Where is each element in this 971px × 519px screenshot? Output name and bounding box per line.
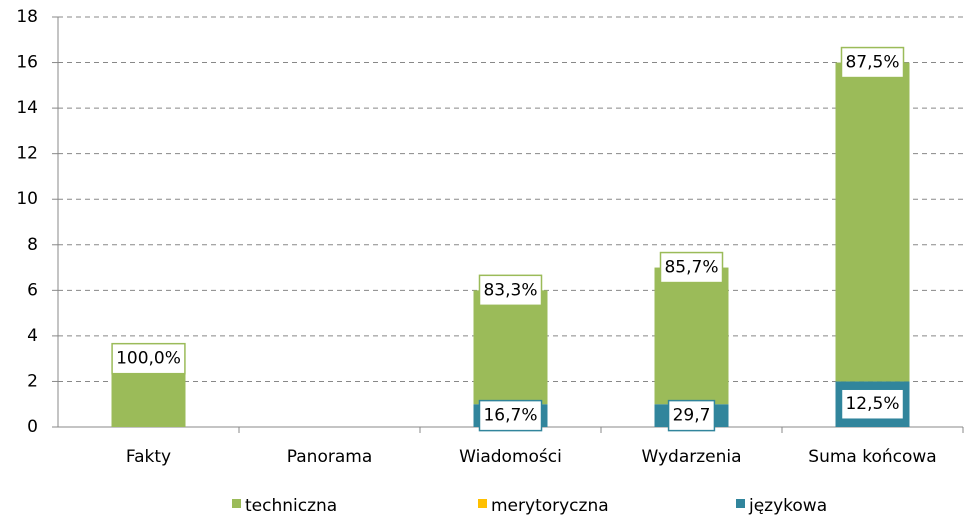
y-tick-label: 2 <box>27 371 38 391</box>
data-label: 87,5% <box>845 53 899 73</box>
data-label-box <box>840 46 905 79</box>
x-tick-label: Wiadomości <box>459 447 562 467</box>
legend-swatch <box>232 499 241 508</box>
y-tick-label: 10 <box>16 189 38 209</box>
legend-label: techniczna <box>245 496 337 516</box>
data-label-box <box>478 399 543 432</box>
data-label-box <box>111 342 186 375</box>
data-label: 12,5% <box>845 394 899 414</box>
legend-swatch <box>478 499 487 508</box>
x-tick-label: Suma końcowa <box>808 447 936 467</box>
y-tick-label: 0 <box>27 417 38 437</box>
legend-label: językowa <box>748 496 827 516</box>
data-label-box <box>840 388 905 420</box>
y-tick-label: 8 <box>27 235 38 255</box>
data-label: 29,7 <box>673 406 711 426</box>
data-label: 83,3% <box>483 280 537 300</box>
x-tick-label: Fakty <box>126 447 171 467</box>
y-tick-label: 6 <box>27 280 38 300</box>
y-tick-label: 16 <box>16 53 38 73</box>
y-tick-label: 4 <box>27 326 38 346</box>
bar-segment <box>654 267 729 405</box>
data-label: 85,7% <box>664 258 718 278</box>
y-tick-label: 18 <box>16 7 38 27</box>
data-label-box <box>659 251 724 284</box>
data-label: 16,7% <box>483 406 537 426</box>
data-label-box <box>478 274 543 307</box>
x-tick-label: Wydarzenia <box>641 447 741 467</box>
bar-segment <box>835 62 910 382</box>
y-tick-label: 12 <box>16 144 38 164</box>
x-tick-label: Panorama <box>287 447 372 467</box>
data-label-box <box>667 399 716 432</box>
bar-segment <box>473 290 548 405</box>
legend-swatch <box>736 499 745 508</box>
legend-label: merytoryczna <box>491 496 609 516</box>
data-label: 100,0% <box>116 349 181 369</box>
y-tick-label: 14 <box>16 98 38 118</box>
